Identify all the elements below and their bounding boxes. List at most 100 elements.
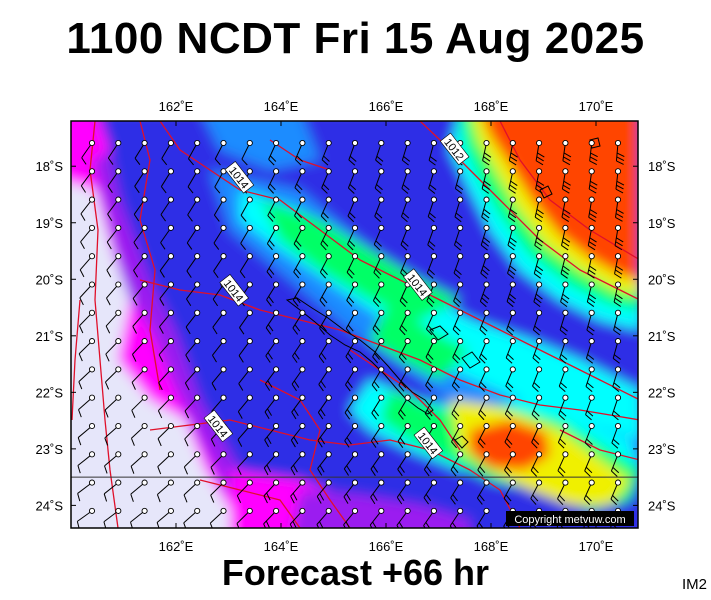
barb-station — [246, 451, 253, 458]
wind-barb — [188, 139, 201, 166]
wind-barb — [508, 139, 518, 166]
barb-flag — [536, 156, 544, 162]
wind-barb — [398, 394, 411, 420]
barb-flag — [130, 438, 135, 446]
barb-flag — [296, 183, 303, 191]
barb-station — [614, 451, 622, 458]
wind-barb — [562, 139, 572, 166]
barb-flag — [293, 380, 300, 388]
wind-barb — [587, 253, 597, 279]
wind-barb — [158, 338, 174, 362]
barb-station — [88, 281, 96, 288]
barb-flag — [105, 381, 110, 390]
barb-station — [325, 253, 332, 260]
barb-flag — [454, 244, 461, 251]
barb-flag — [374, 324, 381, 332]
barb-station — [141, 479, 148, 486]
barb-station — [167, 479, 174, 486]
wind-barb — [293, 253, 306, 279]
wind-barb — [316, 479, 332, 504]
barb-flag — [616, 209, 624, 214]
barb-station — [167, 422, 174, 430]
barb-flag — [320, 271, 327, 279]
barb-station — [536, 281, 543, 288]
wind-barb — [427, 224, 437, 251]
barb-station — [430, 309, 437, 316]
barb-flag — [401, 187, 409, 194]
wind-barb — [320, 196, 332, 223]
wind-barb — [557, 451, 569, 477]
wind-barb — [79, 281, 96, 306]
wind-barb — [425, 338, 437, 364]
barb-station — [246, 366, 253, 373]
barb-flag — [264, 439, 269, 448]
barb-flag — [402, 184, 410, 191]
wind-barb — [183, 507, 201, 528]
barb-flag — [345, 384, 351, 392]
barb-flag — [449, 525, 453, 528]
barb-flag — [536, 209, 544, 215]
wind-barb — [132, 281, 148, 306]
barb-station — [562, 451, 569, 458]
wind-barb — [159, 253, 174, 278]
barb-flag — [348, 240, 356, 247]
barb-flag — [533, 329, 540, 336]
barb-flag — [559, 357, 567, 364]
wind-barb — [559, 338, 569, 364]
barb-station — [562, 168, 569, 175]
barb-station — [351, 168, 359, 175]
coastline — [71, 137, 638, 478]
wind-barb — [78, 366, 96, 390]
wind-barb — [346, 281, 359, 307]
wind-barb — [187, 168, 201, 194]
barb-flag — [559, 466, 566, 474]
barb-station — [588, 422, 595, 430]
wind-barb — [293, 224, 306, 251]
wind-barb — [400, 196, 411, 223]
barb-station — [430, 253, 437, 260]
barb-flag — [319, 437, 326, 445]
barb-flag — [372, 465, 379, 473]
barb-flag — [239, 327, 245, 335]
wind-barb — [134, 168, 148, 194]
wind-barb — [241, 139, 253, 166]
barb-station — [325, 139, 332, 147]
wind-barb — [397, 451, 411, 477]
wind-barb — [480, 224, 491, 251]
barb-station — [351, 196, 359, 203]
wind-barb — [130, 479, 148, 502]
barb-flag — [80, 241, 85, 250]
barb-flag — [615, 188, 624, 194]
barb-flag — [429, 156, 437, 162]
barb-flag — [510, 180, 518, 187]
barb-flag — [321, 324, 327, 332]
barb-flag — [264, 383, 271, 391]
barb-station — [194, 309, 201, 316]
barb-station — [351, 507, 359, 514]
barb-flag — [508, 216, 516, 223]
barb-flag — [401, 216, 408, 223]
barb-station — [115, 224, 122, 231]
barb-flag — [214, 158, 221, 166]
barb-station — [457, 507, 464, 514]
wind-barb — [401, 139, 411, 166]
wind-barb — [478, 394, 490, 421]
barb-station — [220, 338, 227, 345]
barb-flag — [401, 325, 408, 332]
barb-flag — [344, 440, 350, 448]
barb-flag — [158, 354, 164, 362]
barb-flag — [265, 355, 271, 363]
isobar-8 — [259, 379, 351, 528]
barb-flag — [588, 269, 596, 275]
barb-flag — [375, 268, 382, 276]
barb-station — [273, 366, 280, 373]
wind-barb — [561, 196, 571, 222]
barb-flag — [507, 325, 515, 332]
isobar-9 — [559, 429, 638, 461]
wind-barb — [611, 394, 622, 421]
isobar-label-box — [413, 426, 444, 460]
wind-barb — [614, 168, 625, 194]
lat-label-left: 20˚S — [36, 272, 64, 287]
barb-flag — [560, 354, 568, 360]
barb-flag — [585, 466, 593, 474]
